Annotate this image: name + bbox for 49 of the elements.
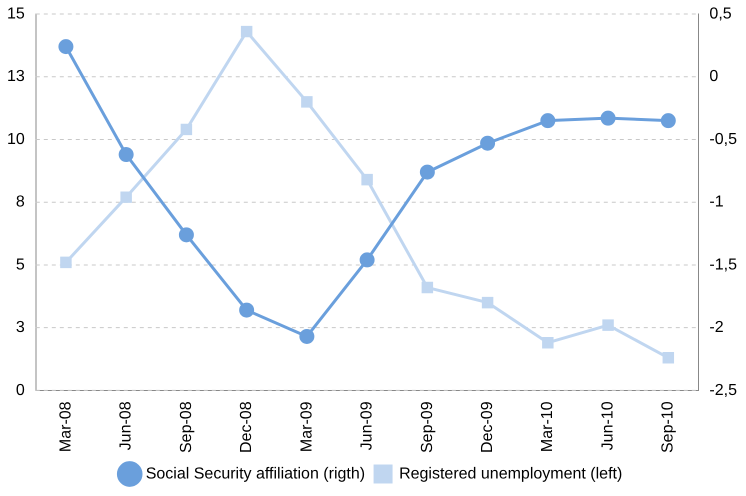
y-tick-label: 8 (16, 194, 25, 211)
y2-tick-label: -1,5 (709, 256, 738, 274)
legend-label: Registered unemployment (left) (399, 465, 622, 482)
y2-tick-label: 0,5 (709, 5, 732, 22)
point (602, 319, 614, 331)
point (299, 328, 314, 344)
point (600, 110, 616, 126)
x-tick-label: Mar-10 (539, 401, 556, 452)
y2-tick-label: -0,5 (709, 130, 738, 148)
point (58, 39, 74, 54)
point (360, 252, 375, 268)
point (480, 136, 496, 151)
y-tick-label: 0 (16, 382, 25, 399)
point (178, 227, 194, 242)
y-tick-label: 13 (7, 68, 25, 86)
point (239, 302, 254, 318)
point (420, 164, 435, 180)
point (361, 174, 373, 186)
point (118, 147, 134, 162)
x-tick-label: Jun-08 (118, 401, 135, 450)
x-tick-label: Mar-08 (57, 401, 74, 452)
point (662, 352, 674, 364)
x-tick-label: Jun-09 (358, 401, 376, 450)
y-tick-label: 15 (7, 5, 25, 22)
point (240, 26, 252, 38)
x-tick-label: Dec-08 (238, 401, 256, 453)
point (60, 256, 72, 268)
point (482, 296, 494, 308)
point (422, 282, 434, 294)
y-tick-label: 5 (16, 256, 25, 274)
x-tick-label: Sep-10 (660, 401, 677, 453)
y-tick-label: 10 (7, 130, 25, 148)
y-tick-label: 3 (16, 319, 25, 336)
y2-tick-label: -2 (709, 319, 724, 336)
x-tick-label: Sep-09 (418, 401, 436, 453)
x-tick-label: Sep-08 (178, 401, 195, 453)
x-tick-label: Mar-09 (298, 401, 316, 452)
point (120, 191, 132, 203)
legend-label: Social Security affiliation (rigth) (146, 465, 366, 482)
x-tick-label: Jun-10 (599, 401, 616, 450)
y2-tick-label: -1 (709, 194, 724, 211)
point (180, 124, 192, 136)
point (542, 336, 554, 348)
point (540, 113, 556, 128)
y2-tick-label: 0 (709, 68, 718, 86)
x-tick-label: Dec-09 (479, 401, 496, 453)
point (660, 113, 676, 128)
y2-tick-label: -2,5 (709, 382, 738, 399)
point (301, 96, 313, 108)
